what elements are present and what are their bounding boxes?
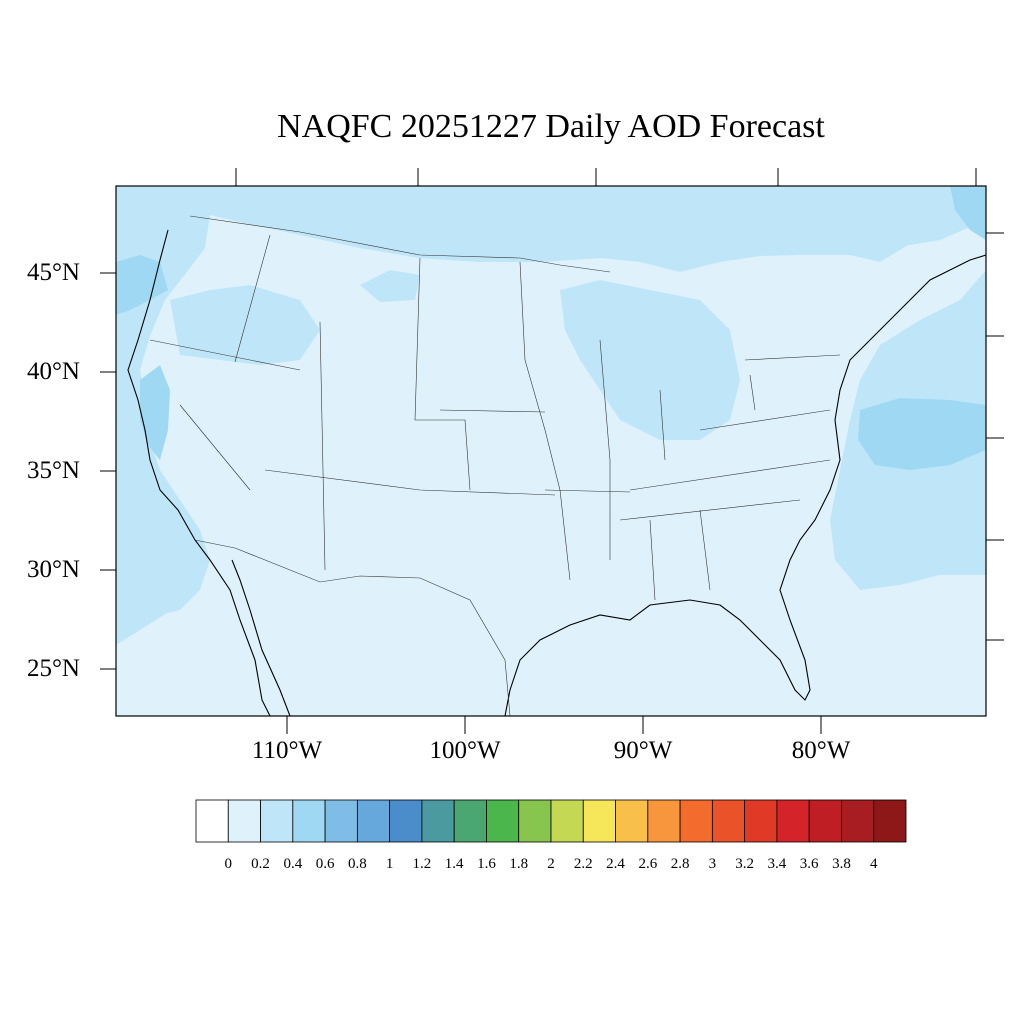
- lon-label-100: 100°W: [429, 737, 501, 764]
- state-lines: [149, 234, 841, 601]
- map-frame: [115, 185, 987, 717]
- colorbar-label: 1.4: [444, 856, 464, 872]
- colorbar-bin-10: [518, 799, 552, 843]
- lon-label-110: 110°W: [251, 737, 323, 764]
- colorbar-label: 3.6: [799, 856, 819, 872]
- lat-label-35: 35°N: [26, 457, 80, 484]
- atlantic-high: [858, 398, 986, 470]
- colorbar-bin-6: [389, 799, 423, 843]
- pacific-coast-high: [116, 255, 168, 315]
- colorbar-label: 0.2: [251, 856, 270, 872]
- colorbar-label: 1.6: [477, 856, 496, 872]
- colorbar-bin-19: [808, 799, 842, 843]
- colorbar-bin-15: [679, 799, 713, 843]
- colorbar-label: 3.4: [767, 856, 787, 872]
- border-us-mexico: [194, 539, 511, 716]
- border-us-canada: [189, 215, 611, 273]
- colorbar-label: 3.2: [735, 856, 754, 872]
- colorbar-label: 1: [385, 856, 394, 872]
- colorbar-bin-17: [744, 799, 778, 843]
- land-low-aod: [116, 215, 986, 716]
- colorbar-label: 2.4: [606, 856, 625, 872]
- colorbar-label: 0.8: [347, 856, 367, 872]
- colorbar-bin-14: [647, 799, 681, 843]
- lat-label-45: 45°N: [26, 259, 80, 286]
- colorbar-label: 0: [224, 856, 233, 872]
- canada-east-high: [950, 186, 986, 240]
- colorbar-label: 2.2: [573, 856, 593, 872]
- colorbar-bin-2: [260, 799, 294, 843]
- colorbar-bin-8: [453, 799, 487, 843]
- montana-blob: [360, 270, 420, 302]
- lon-label-80: 80°W: [791, 737, 851, 764]
- great-lakes-band: [560, 280, 740, 440]
- colorbar-bin-11: [550, 799, 584, 843]
- map-title: NAQFC 20251227 Daily AOD Forecast: [277, 108, 825, 145]
- northeast-coast: [889, 254, 986, 321]
- colorbar-bin-12: [582, 799, 616, 843]
- colorbar-bin-9: [486, 799, 520, 843]
- baja-coast: [231, 559, 291, 716]
- lat-label-30: 30°N: [26, 556, 80, 583]
- colorbar-bin-1: [227, 799, 261, 843]
- colorbar-bin-13: [615, 799, 649, 843]
- colorbar-bin-18: [776, 799, 810, 843]
- lat-label-40: 40°N: [26, 358, 80, 385]
- lon-label-90: 90°W: [613, 737, 673, 764]
- colorbar-label: 3.8: [832, 856, 851, 872]
- colorbar-label: 2: [547, 856, 555, 872]
- colorbar-label: 2.8: [670, 856, 690, 872]
- colorbar-label: 1.8: [509, 856, 529, 872]
- colorbar-bin-3: [292, 799, 326, 843]
- west-coastline: [127, 229, 271, 716]
- north-band: [170, 186, 986, 262]
- colorbar-bin-16: [711, 799, 746, 843]
- colorbar: [195, 799, 907, 843]
- colorbar-bin-7: [421, 799, 455, 843]
- colorbar-bin-5: [356, 799, 391, 843]
- colorbar-label: 0.6: [315, 856, 335, 872]
- colorbar-label: 4: [869, 856, 878, 872]
- colorbar-label: 1.2: [412, 856, 432, 872]
- colorbar-bin-20: [841, 799, 875, 843]
- colorbar-bin-4: [324, 799, 358, 843]
- california-coast-high: [140, 365, 170, 460]
- colorbar-label: 0.4: [283, 856, 303, 872]
- colorbar-bin-0: [195, 799, 229, 843]
- gulf-coast: [504, 319, 891, 716]
- colorbar-bin-21: [873, 799, 907, 843]
- colorbar-label: 3: [708, 856, 717, 872]
- lat-label-25: 25°N: [26, 655, 80, 682]
- colorbar-label: 2.6: [638, 856, 658, 872]
